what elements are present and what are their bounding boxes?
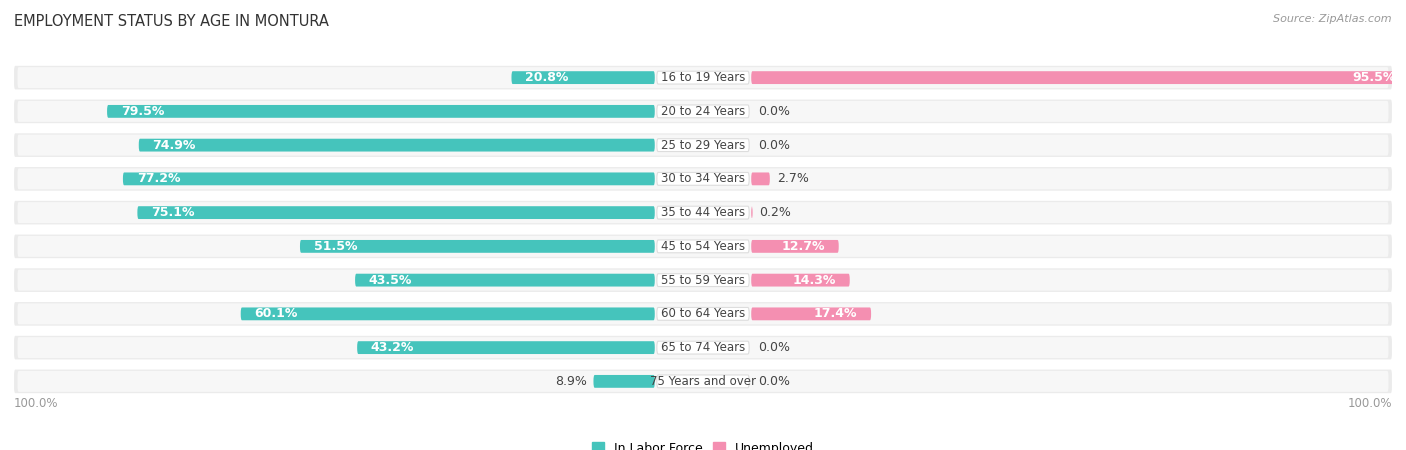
- Legend: In Labor Force, Unemployed: In Labor Force, Unemployed: [592, 442, 814, 450]
- FancyBboxPatch shape: [751, 172, 770, 185]
- FancyBboxPatch shape: [17, 236, 1389, 257]
- FancyBboxPatch shape: [17, 168, 1389, 189]
- Text: 0.2%: 0.2%: [759, 206, 792, 219]
- Text: 0.0%: 0.0%: [758, 139, 790, 152]
- Text: Source: ZipAtlas.com: Source: ZipAtlas.com: [1274, 14, 1392, 23]
- FancyBboxPatch shape: [17, 67, 1389, 88]
- Text: 43.5%: 43.5%: [368, 274, 412, 287]
- Text: EMPLOYMENT STATUS BY AGE IN MONTURA: EMPLOYMENT STATUS BY AGE IN MONTURA: [14, 14, 329, 28]
- FancyBboxPatch shape: [751, 71, 1406, 84]
- Text: 55 to 59 Years: 55 to 59 Years: [661, 274, 745, 287]
- FancyBboxPatch shape: [657, 375, 749, 388]
- Text: 60.1%: 60.1%: [254, 307, 298, 320]
- FancyBboxPatch shape: [657, 139, 749, 152]
- FancyBboxPatch shape: [14, 268, 1392, 292]
- Text: 20.8%: 20.8%: [526, 71, 568, 84]
- Text: 0.0%: 0.0%: [758, 341, 790, 354]
- Text: 74.9%: 74.9%: [152, 139, 195, 152]
- FancyBboxPatch shape: [122, 172, 655, 185]
- FancyBboxPatch shape: [657, 341, 749, 354]
- FancyBboxPatch shape: [751, 307, 872, 320]
- FancyBboxPatch shape: [17, 270, 1389, 291]
- Text: 16 to 19 Years: 16 to 19 Years: [661, 71, 745, 84]
- Text: 45 to 54 Years: 45 to 54 Years: [661, 240, 745, 253]
- Text: 79.5%: 79.5%: [121, 105, 165, 118]
- FancyBboxPatch shape: [14, 167, 1392, 191]
- FancyBboxPatch shape: [107, 105, 655, 118]
- Text: 12.7%: 12.7%: [782, 240, 825, 253]
- FancyBboxPatch shape: [17, 303, 1389, 324]
- FancyBboxPatch shape: [14, 99, 1392, 123]
- FancyBboxPatch shape: [139, 139, 655, 152]
- FancyBboxPatch shape: [14, 234, 1392, 258]
- FancyBboxPatch shape: [357, 341, 655, 354]
- FancyBboxPatch shape: [751, 240, 839, 253]
- Text: 51.5%: 51.5%: [314, 240, 357, 253]
- FancyBboxPatch shape: [14, 302, 1392, 326]
- FancyBboxPatch shape: [657, 206, 749, 219]
- FancyBboxPatch shape: [14, 133, 1392, 157]
- FancyBboxPatch shape: [657, 71, 749, 84]
- FancyBboxPatch shape: [14, 66, 1392, 90]
- FancyBboxPatch shape: [17, 135, 1389, 156]
- Text: 30 to 34 Years: 30 to 34 Years: [661, 172, 745, 185]
- Text: 43.2%: 43.2%: [371, 341, 415, 354]
- Text: 35 to 44 Years: 35 to 44 Years: [661, 206, 745, 219]
- Text: 75.1%: 75.1%: [152, 206, 194, 219]
- Text: 100.0%: 100.0%: [14, 397, 59, 410]
- Text: 17.4%: 17.4%: [814, 307, 858, 320]
- Text: 25 to 29 Years: 25 to 29 Years: [661, 139, 745, 152]
- FancyBboxPatch shape: [138, 206, 655, 219]
- FancyBboxPatch shape: [17, 337, 1389, 358]
- FancyBboxPatch shape: [657, 105, 749, 118]
- Text: 60 to 64 Years: 60 to 64 Years: [661, 307, 745, 320]
- FancyBboxPatch shape: [17, 101, 1389, 122]
- FancyBboxPatch shape: [240, 307, 655, 320]
- FancyBboxPatch shape: [17, 371, 1389, 392]
- Text: 75 Years and over: 75 Years and over: [650, 375, 756, 388]
- Text: 0.0%: 0.0%: [758, 105, 790, 118]
- Text: 20 to 24 Years: 20 to 24 Years: [661, 105, 745, 118]
- Text: 100.0%: 100.0%: [1347, 397, 1392, 410]
- Text: 8.9%: 8.9%: [555, 375, 586, 388]
- Text: 2.7%: 2.7%: [776, 172, 808, 185]
- FancyBboxPatch shape: [593, 375, 655, 388]
- FancyBboxPatch shape: [299, 240, 655, 253]
- FancyBboxPatch shape: [14, 369, 1392, 393]
- FancyBboxPatch shape: [657, 274, 749, 287]
- Text: 95.5%: 95.5%: [1353, 71, 1395, 84]
- FancyBboxPatch shape: [17, 202, 1389, 223]
- FancyBboxPatch shape: [657, 240, 749, 253]
- FancyBboxPatch shape: [356, 274, 655, 287]
- FancyBboxPatch shape: [657, 307, 749, 320]
- FancyBboxPatch shape: [14, 201, 1392, 225]
- Text: 77.2%: 77.2%: [136, 172, 180, 185]
- FancyBboxPatch shape: [14, 336, 1392, 360]
- Text: 0.0%: 0.0%: [758, 375, 790, 388]
- Text: 14.3%: 14.3%: [793, 274, 837, 287]
- FancyBboxPatch shape: [657, 172, 749, 185]
- Text: 65 to 74 Years: 65 to 74 Years: [661, 341, 745, 354]
- FancyBboxPatch shape: [512, 71, 655, 84]
- FancyBboxPatch shape: [751, 274, 849, 287]
